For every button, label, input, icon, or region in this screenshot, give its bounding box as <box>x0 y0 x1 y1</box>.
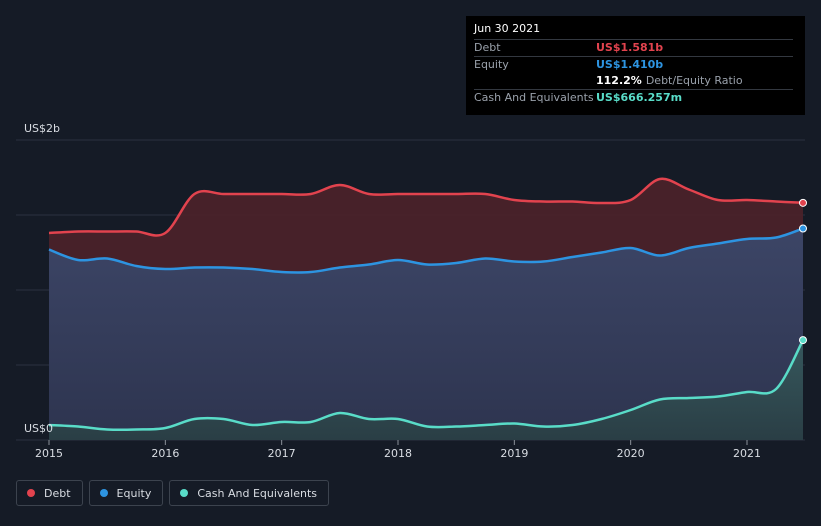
legend-label-cash: Cash And Equivalents <box>197 486 317 500</box>
x-axis: 2015 2016 2017 2018 2019 2020 2021 <box>35 440 761 460</box>
tooltip-equity-label: Equity <box>474 58 509 71</box>
tooltip-debt-label: Debt <box>474 41 501 54</box>
tooltip-row-cash: Cash And Equivalents US$666.257m <box>474 89 793 106</box>
cash-endpoint <box>799 336 807 345</box>
legend-label-debt: Debt <box>44 486 71 500</box>
tooltip: Jun 30 2021 Debt US$1.581b Equity US$1.4… <box>466 16 805 115</box>
cash-line <box>48 339 805 432</box>
equity-area <box>49 228 803 430</box>
x-tick-label-2015: 2015 <box>35 447 63 460</box>
legend-dot-equity-icon <box>99 489 108 497</box>
tooltip-cash-label: Cash And Equivalents <box>474 91 594 104</box>
tooltip-equity-value: US$1.410b <box>596 58 664 71</box>
series-areas <box>49 178 803 440</box>
tooltip-date: Jun 30 2021 <box>474 22 541 35</box>
legend-item-cash[interactable]: Cash And Equivalents <box>169 480 329 506</box>
x-tick-label-2018: 2018 <box>384 447 412 460</box>
legend-item-debt[interactable]: Debt <box>16 480 83 506</box>
y-tick-label-top: US$2b <box>24 122 60 135</box>
y-tick-label-bottom: US$0 <box>24 422 53 435</box>
tooltip-cash-value: US$666.257m <box>596 91 683 104</box>
legend-label-equity: Equity <box>116 486 152 500</box>
x-tick-label-2019: 2019 <box>500 447 528 460</box>
debt-line <box>48 177 804 237</box>
legend: Debt Equity Cash And Equivalents <box>16 480 329 506</box>
legend-dot-cash-icon <box>180 489 189 497</box>
tooltip-row-ratio: 112.2% Debt/Equity Ratio <box>474 73 793 89</box>
x-tick-label-2016: 2016 <box>151 447 179 460</box>
tooltip-ratio-label: Debt/Equity Ratio <box>645 74 743 87</box>
tooltip-ratio-spacer <box>474 73 596 89</box>
x-tick-label-2017: 2017 <box>268 447 296 460</box>
tooltip-ratio-value: 112.2% <box>596 74 642 87</box>
debt-endpoint <box>799 198 807 207</box>
equity-line <box>48 227 804 274</box>
x-tick-label-2021: 2021 <box>733 447 761 460</box>
series-endpoints <box>799 198 807 345</box>
x-tick-label-2020: 2020 <box>617 447 645 460</box>
tooltip-row-debt: Debt US$1.581b <box>474 39 793 56</box>
legend-item-equity[interactable]: Equity <box>88 480 164 506</box>
tooltip-row-equity: Equity US$1.410b <box>474 56 793 73</box>
equity-endpoint <box>799 224 807 233</box>
tooltip-debt-value: US$1.581b <box>596 41 664 54</box>
series-lines <box>48 177 805 432</box>
legend-dot-debt-icon <box>27 489 35 497</box>
